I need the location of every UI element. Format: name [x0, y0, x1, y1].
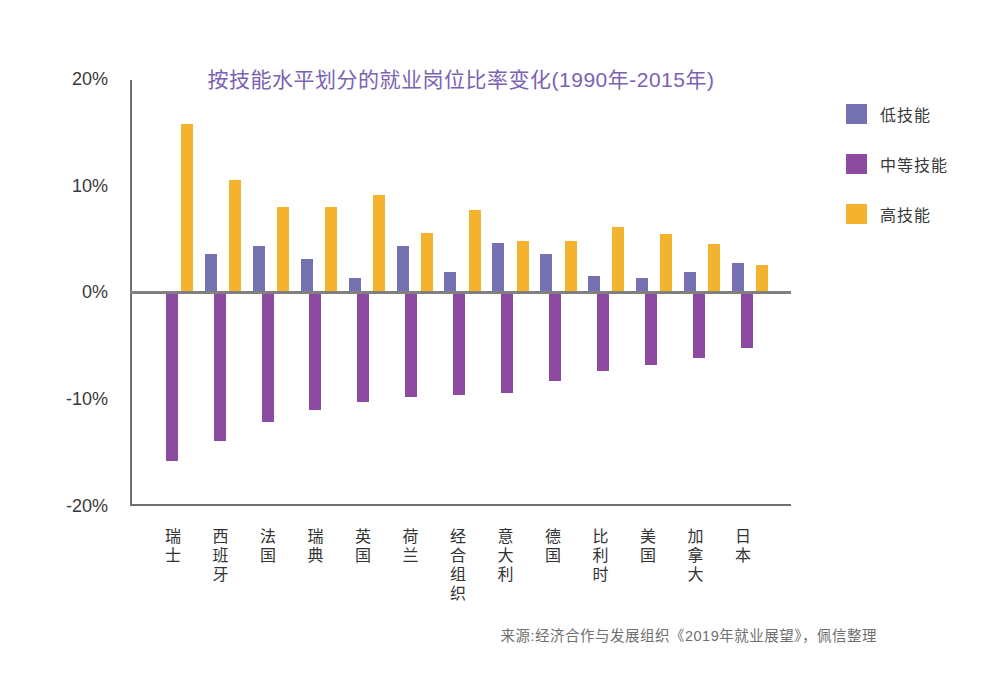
bar-medium-2 — [262, 292, 274, 422]
bar-low-7 — [492, 243, 504, 292]
bar-high-12 — [756, 265, 768, 293]
bar-medium-6 — [453, 292, 465, 394]
bar-high-7 — [517, 241, 529, 292]
bar-high-4 — [373, 195, 385, 292]
legend-swatch-low — [846, 104, 867, 124]
y-tick-20: 20% — [36, 68, 108, 89]
bar-medium-9 — [597, 292, 609, 371]
zero-baseline — [130, 291, 791, 294]
bar-low-1 — [205, 254, 217, 292]
bar-medium-11 — [693, 292, 705, 358]
bar-low-3 — [301, 259, 313, 292]
bar-high-9 — [612, 227, 624, 292]
legend-item-high: 高技能 — [846, 204, 931, 224]
legend-label-high: 高技能 — [880, 202, 931, 226]
bar-high-3 — [325, 207, 337, 292]
bar-medium-1 — [214, 292, 226, 440]
x-label-9: 比利时 — [591, 528, 607, 585]
bar-medium-5 — [405, 292, 417, 397]
x-label-0: 瑞士 — [163, 528, 179, 566]
bar-low-2 — [253, 246, 265, 292]
bar-low-11 — [684, 272, 696, 292]
legend-item-low: 低技能 — [846, 104, 931, 124]
x-label-10: 美国 — [638, 528, 654, 566]
y-tick--10: -10% — [36, 388, 108, 409]
bar-medium-12 — [741, 292, 753, 347]
legend-swatch-high — [846, 204, 867, 224]
x-label-3: 瑞典 — [306, 528, 322, 566]
bar-low-8 — [540, 254, 552, 292]
bar-high-2 — [277, 207, 289, 292]
bar-high-5 — [421, 233, 433, 293]
y-tick-0: 0% — [36, 282, 108, 303]
x-label-4: 英国 — [353, 528, 369, 566]
bar-high-11 — [708, 244, 720, 292]
employment-skill-chart: 按技能水平划分的就业岗位比率变化(1990年-2015年) 20% 10% 0% -1… — [0, 0, 993, 687]
x-label-6: 经合组织 — [448, 528, 464, 604]
x-label-7: 意大利 — [496, 528, 512, 585]
legend-item-medium: 中等技能 — [846, 154, 948, 174]
bar-medium-0 — [166, 292, 178, 461]
x-label-2: 法国 — [258, 528, 274, 566]
x-label-8: 德国 — [543, 528, 559, 566]
bar-medium-3 — [309, 292, 321, 409]
x-axis-line — [130, 504, 791, 506]
bar-medium-7 — [501, 292, 513, 392]
bar-medium-8 — [549, 292, 561, 381]
x-label-12: 日本 — [733, 528, 749, 566]
bar-low-6 — [444, 272, 456, 292]
x-label-11: 加拿大 — [686, 528, 702, 585]
legend-swatch-medium — [846, 154, 867, 174]
chart-title: 按技能水平划分的就业岗位比率变化(1990年-2015年) — [131, 63, 791, 93]
bar-high-6 — [469, 210, 481, 292]
y-tick--20: -20% — [36, 495, 108, 516]
x-label-5: 荷兰 — [401, 528, 417, 566]
y-tick-10: 10% — [36, 175, 108, 196]
bar-medium-10 — [645, 292, 657, 365]
x-label-1: 西班牙 — [211, 528, 227, 585]
bar-high-0 — [181, 124, 193, 293]
legend-label-medium: 中等技能 — [880, 152, 948, 176]
bar-low-12 — [732, 263, 744, 292]
bar-high-8 — [565, 241, 577, 292]
legend-label-low: 低技能 — [880, 102, 931, 126]
bar-high-1 — [229, 180, 241, 292]
bar-low-5 — [397, 246, 409, 292]
bar-high-10 — [660, 234, 672, 293]
bar-low-9 — [588, 276, 600, 292]
bar-medium-4 — [357, 292, 369, 402]
source-note: 来源:经济合作与发展组织《2019年就业展望》，佩信整理 — [500, 624, 877, 645]
